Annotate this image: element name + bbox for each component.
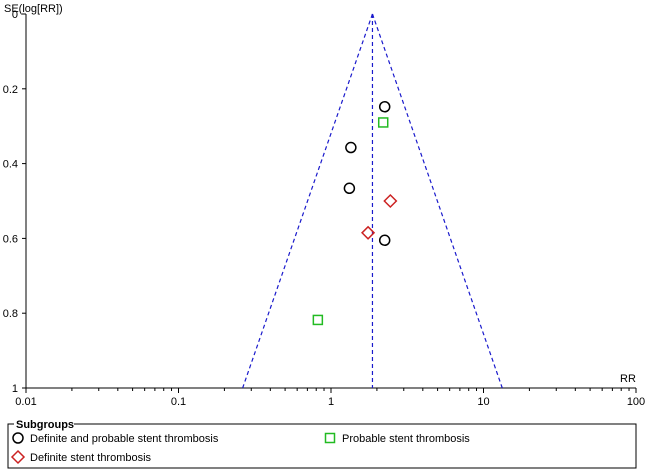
legend-marker-circle: [12, 432, 24, 444]
y-tick-label: 0.8: [3, 308, 18, 320]
legend-entry-label: Probable stent thrombosis: [342, 433, 470, 445]
data-point-circle: [345, 141, 357, 154]
y-tick-label: 0.6: [3, 233, 18, 245]
y-tick-label: 0.4: [3, 159, 18, 171]
x-tick-label: 0.1: [171, 396, 186, 408]
legend: Subgroups Definite and probable stent thr…: [7, 418, 637, 469]
legend-title-bg: [14, 418, 74, 430]
y-tick-label: 1: [12, 383, 18, 395]
y-tick-label: 0: [12, 9, 18, 21]
x-tick-label: 0.01: [15, 396, 36, 408]
data-point-square: [377, 117, 389, 128]
x-tick-label: 10: [477, 396, 489, 408]
data-point-circle: [343, 182, 356, 195]
data-point-diamond: [361, 225, 376, 240]
plot-area: 00.20.40.60.810.01 0.1 1 10 100: [3, 9, 645, 408]
y-axis-title: SE(log[RR]): [4, 3, 63, 15]
legend-marker-diamond: [10, 449, 26, 465]
legend-box: [7, 423, 637, 469]
x-axis-title: RR: [620, 373, 636, 385]
funnel-left-limit: [242, 13, 374, 389]
data-point-square: [312, 314, 324, 326]
x-tick-label: 1: [328, 396, 334, 408]
legend-entry-label: Definite and probable stent thrombosis: [30, 433, 219, 445]
data-point-circle: [378, 234, 391, 247]
data-point-diamond: [383, 193, 398, 209]
data-point-circle: [378, 101, 391, 113]
funnel-right-limit: [371, 13, 503, 389]
x-tick-label: 100: [627, 396, 645, 408]
legend-entry-label: Definite stent thrombosis: [30, 452, 152, 464]
legend-title: Subgroups: [16, 419, 74, 431]
y-tick-label: 0.2: [3, 84, 18, 96]
legend-marker-square: [324, 432, 336, 444]
